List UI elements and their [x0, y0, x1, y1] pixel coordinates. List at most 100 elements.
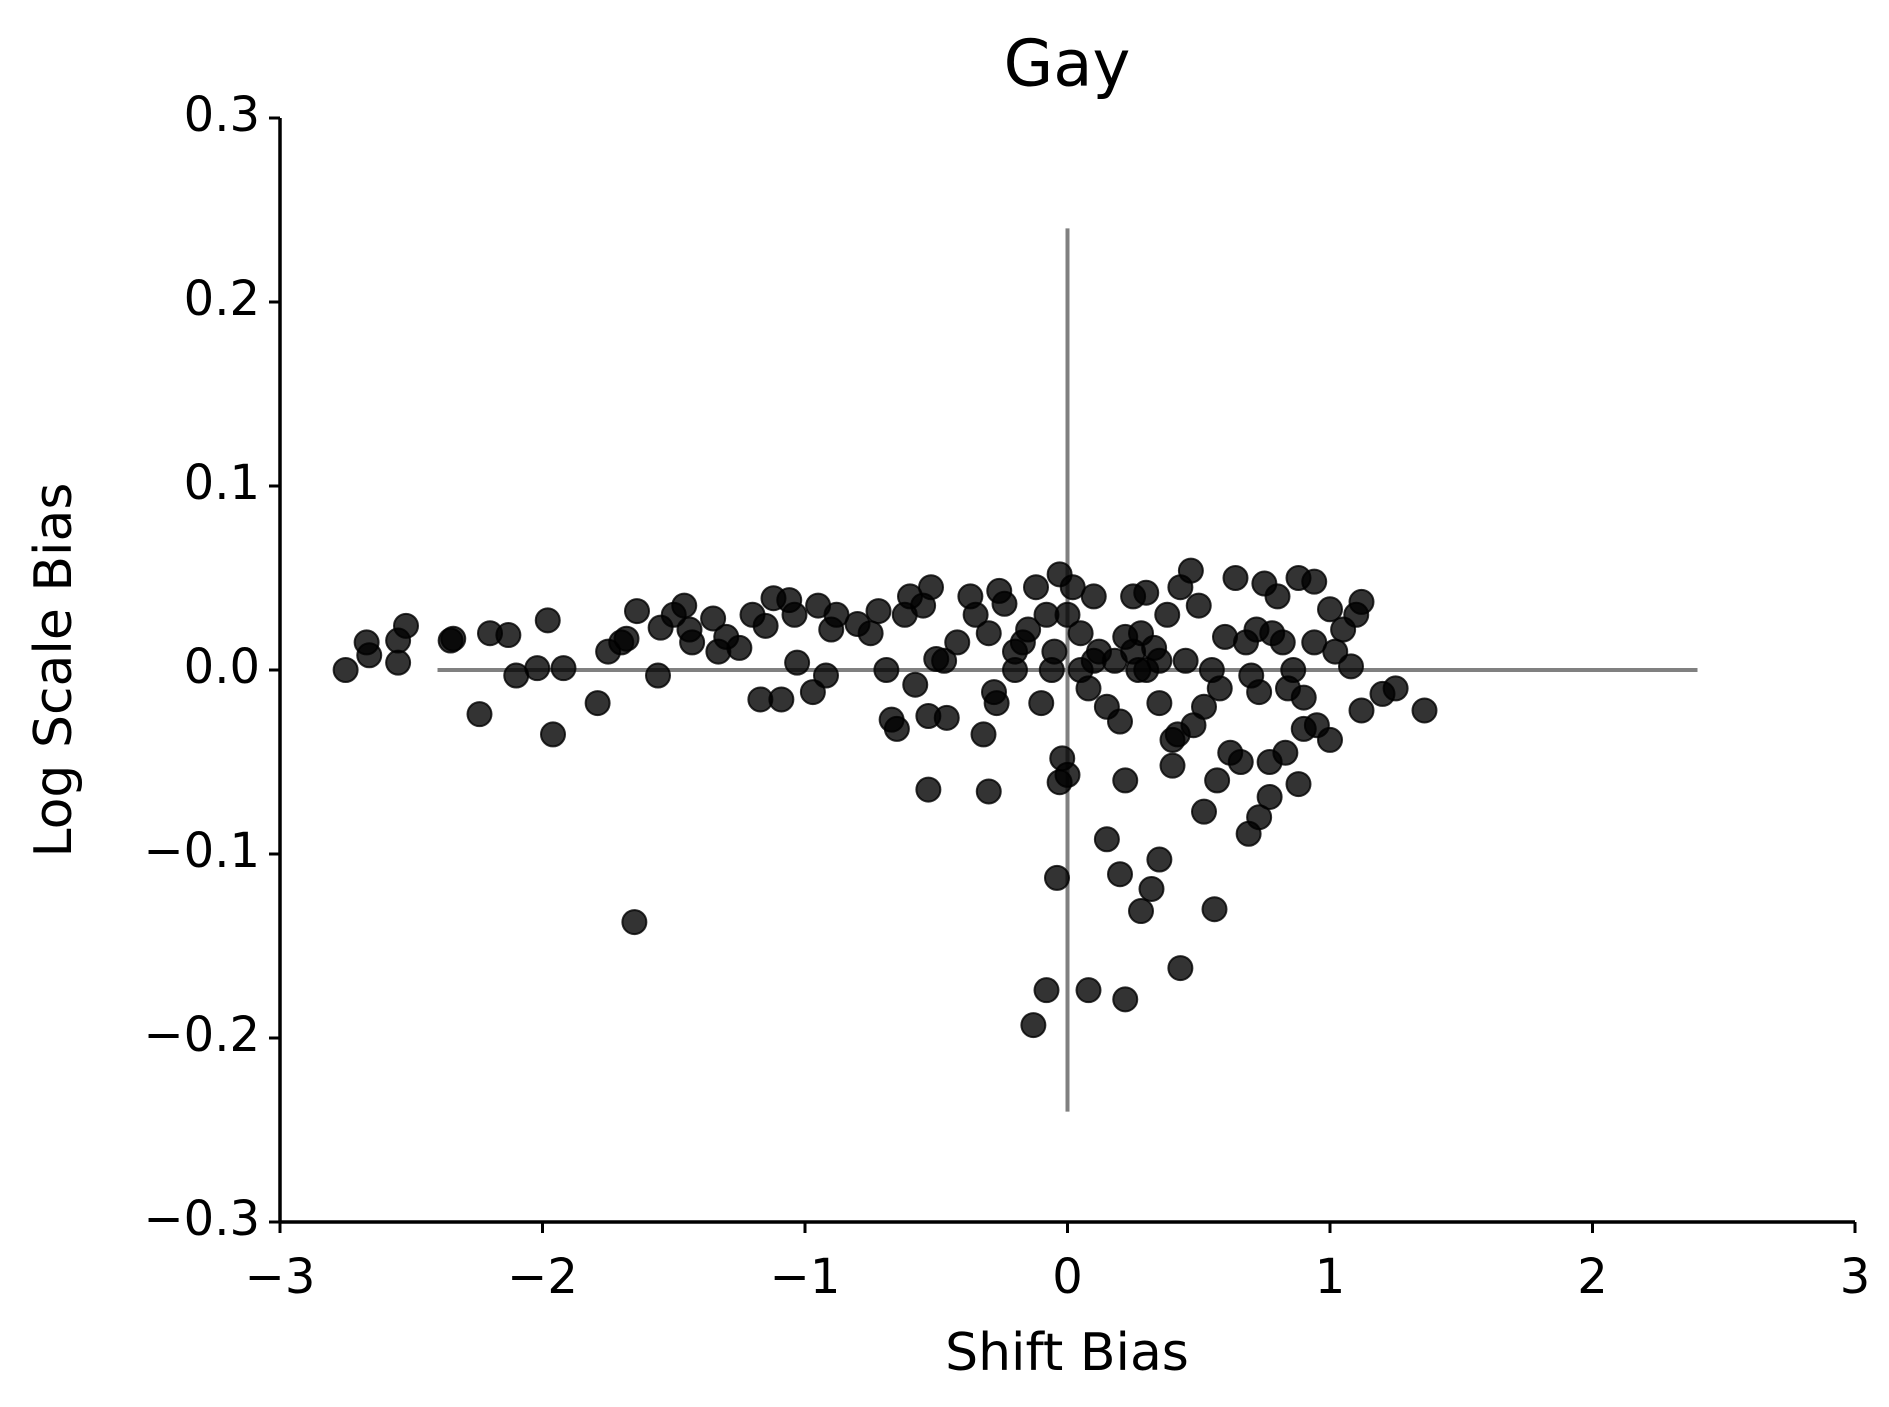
point: [1246, 679, 1273, 706]
point: [621, 909, 648, 936]
point: [918, 574, 944, 601]
point: [991, 590, 1018, 617]
point: [975, 778, 1002, 805]
point: [1146, 647, 1173, 674]
point: [1159, 752, 1186, 779]
point: [1317, 596, 1343, 623]
point: [1201, 896, 1228, 923]
point: [1112, 767, 1139, 794]
point: [1382, 675, 1409, 702]
point: [1041, 638, 1068, 665]
point: [700, 605, 727, 632]
point: [466, 701, 493, 728]
x-tick-label: 0: [1052, 1249, 1083, 1305]
point: [1133, 579, 1160, 606]
point: [1044, 864, 1070, 891]
point: [1023, 574, 1049, 601]
point: [1112, 986, 1139, 1013]
point: [1285, 771, 1312, 798]
point: [1172, 647, 1199, 674]
point: [813, 662, 839, 689]
point: [752, 612, 779, 639]
point: [1107, 861, 1133, 888]
point: [1054, 761, 1081, 788]
point: [1128, 898, 1154, 925]
point: [1167, 955, 1194, 982]
point: [1222, 565, 1249, 591]
point: [726, 634, 753, 661]
point: [1107, 708, 1133, 735]
point: [1033, 977, 1060, 1004]
point: [624, 598, 650, 625]
point: [524, 655, 551, 682]
chart-title: Gay: [1004, 28, 1131, 102]
point: [1067, 620, 1094, 647]
point: [584, 690, 611, 717]
point: [1128, 620, 1154, 647]
point: [933, 704, 960, 731]
y-tick-label: −0.1: [143, 823, 260, 879]
point: [1185, 592, 1212, 619]
point: [671, 592, 698, 619]
point: [944, 629, 971, 656]
y-tick-label: −0.3: [143, 1191, 260, 1247]
point: [784, 649, 811, 676]
y-tick-label: 0.3: [184, 87, 260, 143]
point: [1146, 690, 1173, 717]
point: [1075, 977, 1102, 1004]
point: [393, 612, 419, 639]
point: [1154, 601, 1181, 628]
point: [1290, 684, 1317, 711]
point: [1191, 693, 1217, 720]
point: [1272, 739, 1299, 766]
point: [1348, 588, 1375, 615]
y-tick-label: 0.1: [184, 455, 260, 511]
x-axis-label: Shift Bias: [945, 1323, 1189, 1383]
point: [1246, 804, 1273, 831]
point: [1206, 675, 1233, 702]
y-axis-label: Log Scale Bias: [24, 483, 84, 858]
point: [332, 657, 359, 683]
x-tick-label: 3: [1840, 1249, 1871, 1305]
point: [1317, 726, 1343, 753]
point: [540, 721, 566, 748]
point: [1138, 875, 1165, 902]
point: [1269, 629, 1296, 656]
point: [679, 629, 706, 656]
point: [1227, 749, 1254, 775]
y-tick-label: −0.2: [143, 1007, 260, 1063]
x-tick-label: −3: [245, 1249, 316, 1305]
point: [857, 620, 884, 647]
point: [902, 671, 929, 698]
point: [781, 601, 808, 628]
point: [550, 655, 577, 682]
point: [1015, 616, 1042, 643]
point: [1177, 557, 1204, 584]
point: [983, 690, 1010, 717]
point: [1191, 798, 1217, 825]
point: [975, 620, 1002, 647]
point: [356, 642, 383, 669]
point: [865, 598, 892, 625]
point: [1280, 657, 1307, 683]
x-tick-label: 1: [1315, 1249, 1346, 1305]
x-tick-label: 2: [1577, 1249, 1608, 1305]
x-tick-label: −1: [770, 1249, 841, 1305]
point: [613, 625, 640, 652]
point: [768, 686, 795, 713]
point: [1301, 568, 1328, 595]
point: [495, 622, 522, 649]
point: [1028, 690, 1055, 717]
x-tick-label: −2: [507, 1249, 578, 1305]
point: [873, 657, 900, 683]
point: [1020, 1012, 1047, 1039]
y-tick-label: 0.0: [184, 639, 260, 695]
point: [1093, 826, 1120, 853]
point: [1256, 783, 1283, 810]
point: [1080, 583, 1107, 610]
point: [1348, 697, 1375, 724]
point: [534, 607, 561, 634]
point: [1146, 846, 1173, 873]
y-tick-label: 0.2: [184, 271, 260, 327]
